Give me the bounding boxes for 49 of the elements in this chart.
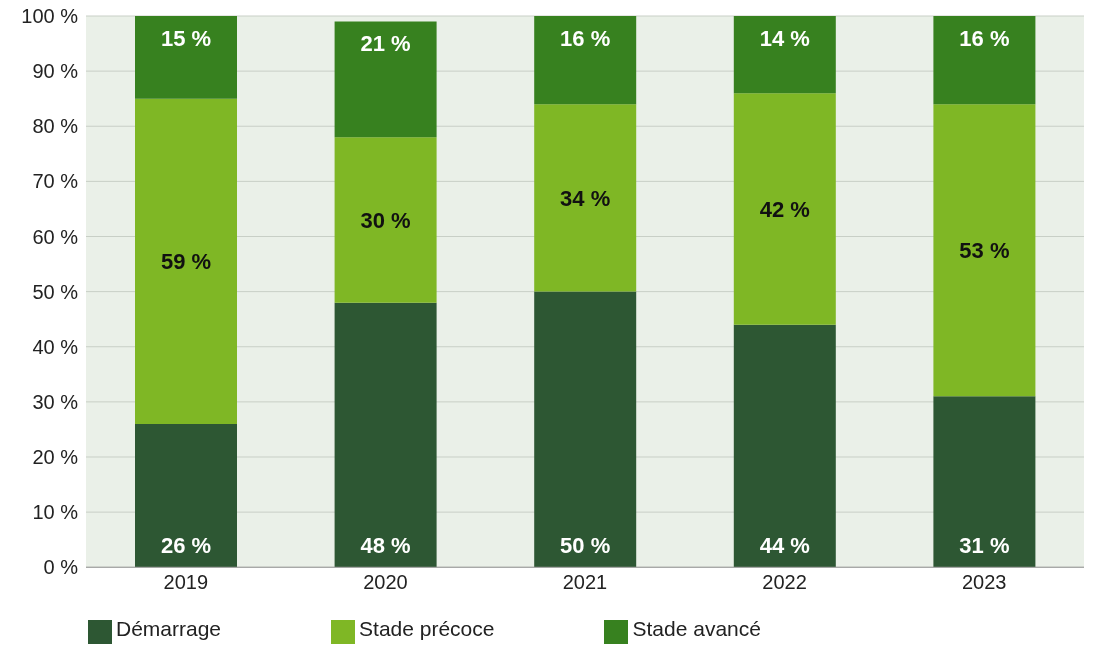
data-label: 21 % [360,31,411,57]
data-label: 15 % [160,25,212,51]
y-tick-label: 80 % [32,115,79,138]
y-tick-label: 40 % [32,335,79,358]
y-tick-label: 20 % [32,446,79,469]
bar [534,291,637,568]
legend-label: Démarrage [116,617,222,641]
y-tick-label: 50 % [32,280,79,303]
bar [334,21,437,138]
y-tick-label: 70 % [32,170,79,193]
x-tick-label: 2019 [163,571,209,594]
data-label: 30 % [360,207,411,233]
bar [135,16,237,99]
legend-label: Stade avancé [632,617,761,641]
bar [135,98,237,424]
bar [733,16,836,94]
y-tick-label: 0 % [43,556,79,579]
bar [933,396,1036,568]
data-label: 34 % [560,185,611,211]
y-tick-label: 10 % [32,501,79,524]
bar [534,104,637,292]
bar [534,16,637,105]
y-tick-label: 100 % [21,5,79,28]
legend-label: Stade précoce [359,617,495,641]
bar [733,324,836,568]
x-tick-label: 2020 [363,571,408,594]
bar [733,93,836,325]
data-label: 48 % [360,533,411,559]
data-label: 44 % [759,533,810,559]
data-label: 31 % [959,533,1010,559]
y-tick-label: 60 % [32,225,79,248]
y-tick-label: 30 % [32,390,79,413]
data-label: 14 % [759,25,810,51]
data-label: 53 % [959,238,1010,264]
y-tick-label: 90 % [32,60,79,83]
data-label: 26 % [160,533,212,559]
bar [933,16,1036,105]
bar [334,302,437,568]
data-label: 16 % [560,25,611,51]
x-tick-label: 2023 [961,571,1007,594]
data-label: 59 % [160,249,212,275]
bar [334,137,437,303]
bar [135,423,237,568]
data-label: 16 % [959,25,1010,51]
x-tick-label: 2021 [562,571,608,594]
x-tick-label: 2022 [762,571,807,594]
data-label: 50 % [560,533,611,559]
bar [933,104,1036,397]
data-label: 42 % [759,196,810,222]
